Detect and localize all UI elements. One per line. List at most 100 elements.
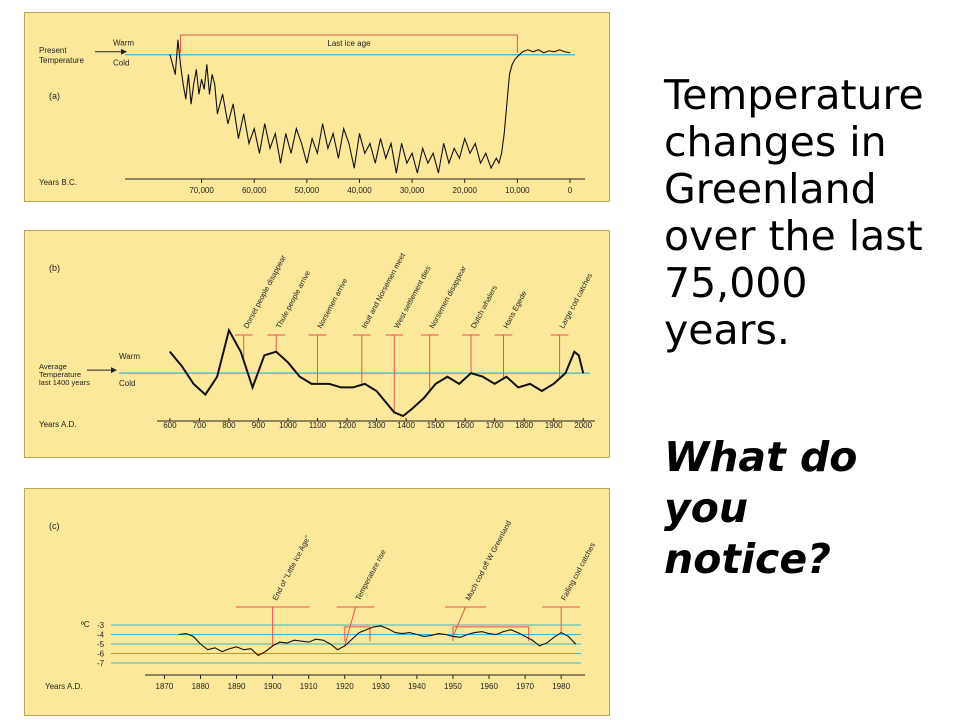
data-point — [269, 147, 271, 149]
data-point — [358, 632, 360, 633]
slide-title-line: Greenland — [664, 165, 877, 213]
data-point — [503, 133, 505, 134]
y-axis-label: Average — [39, 362, 67, 371]
data-point — [374, 162, 376, 164]
data-point — [228, 329, 230, 331]
data-point — [200, 643, 201, 645]
warm-label: Warm — [119, 352, 140, 361]
annotation-label: Thule people arrive — [274, 269, 312, 330]
data-point — [541, 390, 543, 392]
data-point — [402, 415, 404, 417]
data-point — [311, 138, 313, 139]
data-point — [464, 138, 466, 139]
data-point — [459, 157, 460, 159]
slide-question-line: notice? — [664, 535, 831, 583]
annotation-span — [344, 626, 371, 642]
data-point — [443, 143, 445, 144]
data-point — [495, 157, 497, 159]
x-tick-label: 1500 — [427, 421, 445, 430]
x-tick-label: 40,000 — [347, 186, 372, 195]
data-point — [353, 167, 355, 169]
data-point — [211, 74, 213, 75]
data-point — [506, 103, 508, 105]
data-point — [195, 69, 197, 70]
x-tick-label: 1900 — [264, 682, 282, 691]
data-point — [216, 113, 218, 115]
data-point — [470, 372, 472, 374]
data-point — [322, 639, 324, 641]
data-point — [510, 629, 512, 631]
data-point — [505, 376, 507, 378]
data-point — [178, 634, 180, 635]
data-point — [180, 64, 181, 65]
data-point — [373, 626, 375, 628]
x-tick-label: 1960 — [480, 682, 498, 691]
data-point — [365, 629, 367, 631]
data-point — [474, 632, 475, 633]
arrow-head — [111, 367, 117, 374]
data-point — [522, 51, 524, 53]
y-axis-label: last 1400 years — [39, 378, 90, 387]
data-point — [222, 93, 224, 95]
data-point — [293, 639, 295, 641]
data-point — [416, 172, 418, 174]
panel-label: (b) — [49, 263, 60, 273]
data-point — [516, 56, 518, 58]
data-point — [543, 52, 545, 54]
data-point — [301, 640, 302, 642]
annotation-label: Norsemen arrive — [315, 277, 349, 330]
slide-title-line: changes in — [664, 118, 887, 166]
x-tick-label: 1200 — [338, 421, 356, 430]
data-point — [538, 49, 539, 51]
x-tick-label: 20,000 — [453, 186, 478, 195]
data-point — [248, 143, 250, 144]
y-tick-label: -4 — [97, 631, 105, 640]
x-tick-label: 1400 — [397, 421, 415, 430]
annotation-label: Last ice age — [327, 39, 371, 48]
annotation-label: Temperature rise — [353, 548, 387, 602]
data-point — [264, 123, 266, 125]
x-tick-label: 1950 — [444, 682, 462, 691]
data-point — [287, 361, 289, 363]
x-tick-label: 60,000 — [242, 186, 267, 195]
data-point — [252, 386, 254, 388]
ice-age-bracket — [180, 34, 518, 53]
data-point — [466, 634, 468, 635]
data-point — [423, 636, 425, 637]
data-point — [511, 64, 513, 65]
data-point — [560, 632, 562, 633]
temperature-line — [169, 39, 571, 174]
x-tick-label: 10,000 — [505, 186, 530, 195]
x-tick-label: 0 — [568, 186, 573, 195]
warm-label: Warm — [113, 39, 134, 48]
data-point — [193, 383, 195, 385]
x-tick-label: 30,000 — [400, 186, 425, 195]
data-point — [452, 636, 454, 637]
slide-title: Temperature changes in Greenland over th… — [664, 72, 954, 354]
data-point — [232, 103, 234, 105]
x-tick-label: 1890 — [228, 682, 246, 691]
data-point — [286, 642, 288, 644]
data-point — [359, 133, 360, 134]
data-point — [344, 645, 346, 647]
data-point — [207, 649, 209, 651]
slide-title-line: 75,000 — [664, 259, 808, 307]
data-point — [253, 128, 255, 130]
annotation-label: Dutch whalers — [469, 284, 499, 330]
slide-title-line: years. — [664, 306, 790, 354]
data-point — [352, 386, 354, 388]
data-point — [564, 51, 566, 53]
data-point — [221, 651, 223, 652]
data-point — [364, 383, 366, 385]
x-tick-label: 1920 — [336, 682, 354, 691]
annotation-label: End of "Little Ice Age" — [270, 534, 312, 602]
annotation-span — [452, 626, 530, 642]
data-point — [422, 147, 424, 149]
annotation-label: Falling cod catches — [559, 541, 597, 602]
data-point — [416, 634, 418, 635]
x-tick-label: 1100 — [309, 421, 327, 430]
data-point — [427, 162, 429, 164]
data-point — [480, 162, 481, 164]
data-point — [488, 633, 490, 634]
